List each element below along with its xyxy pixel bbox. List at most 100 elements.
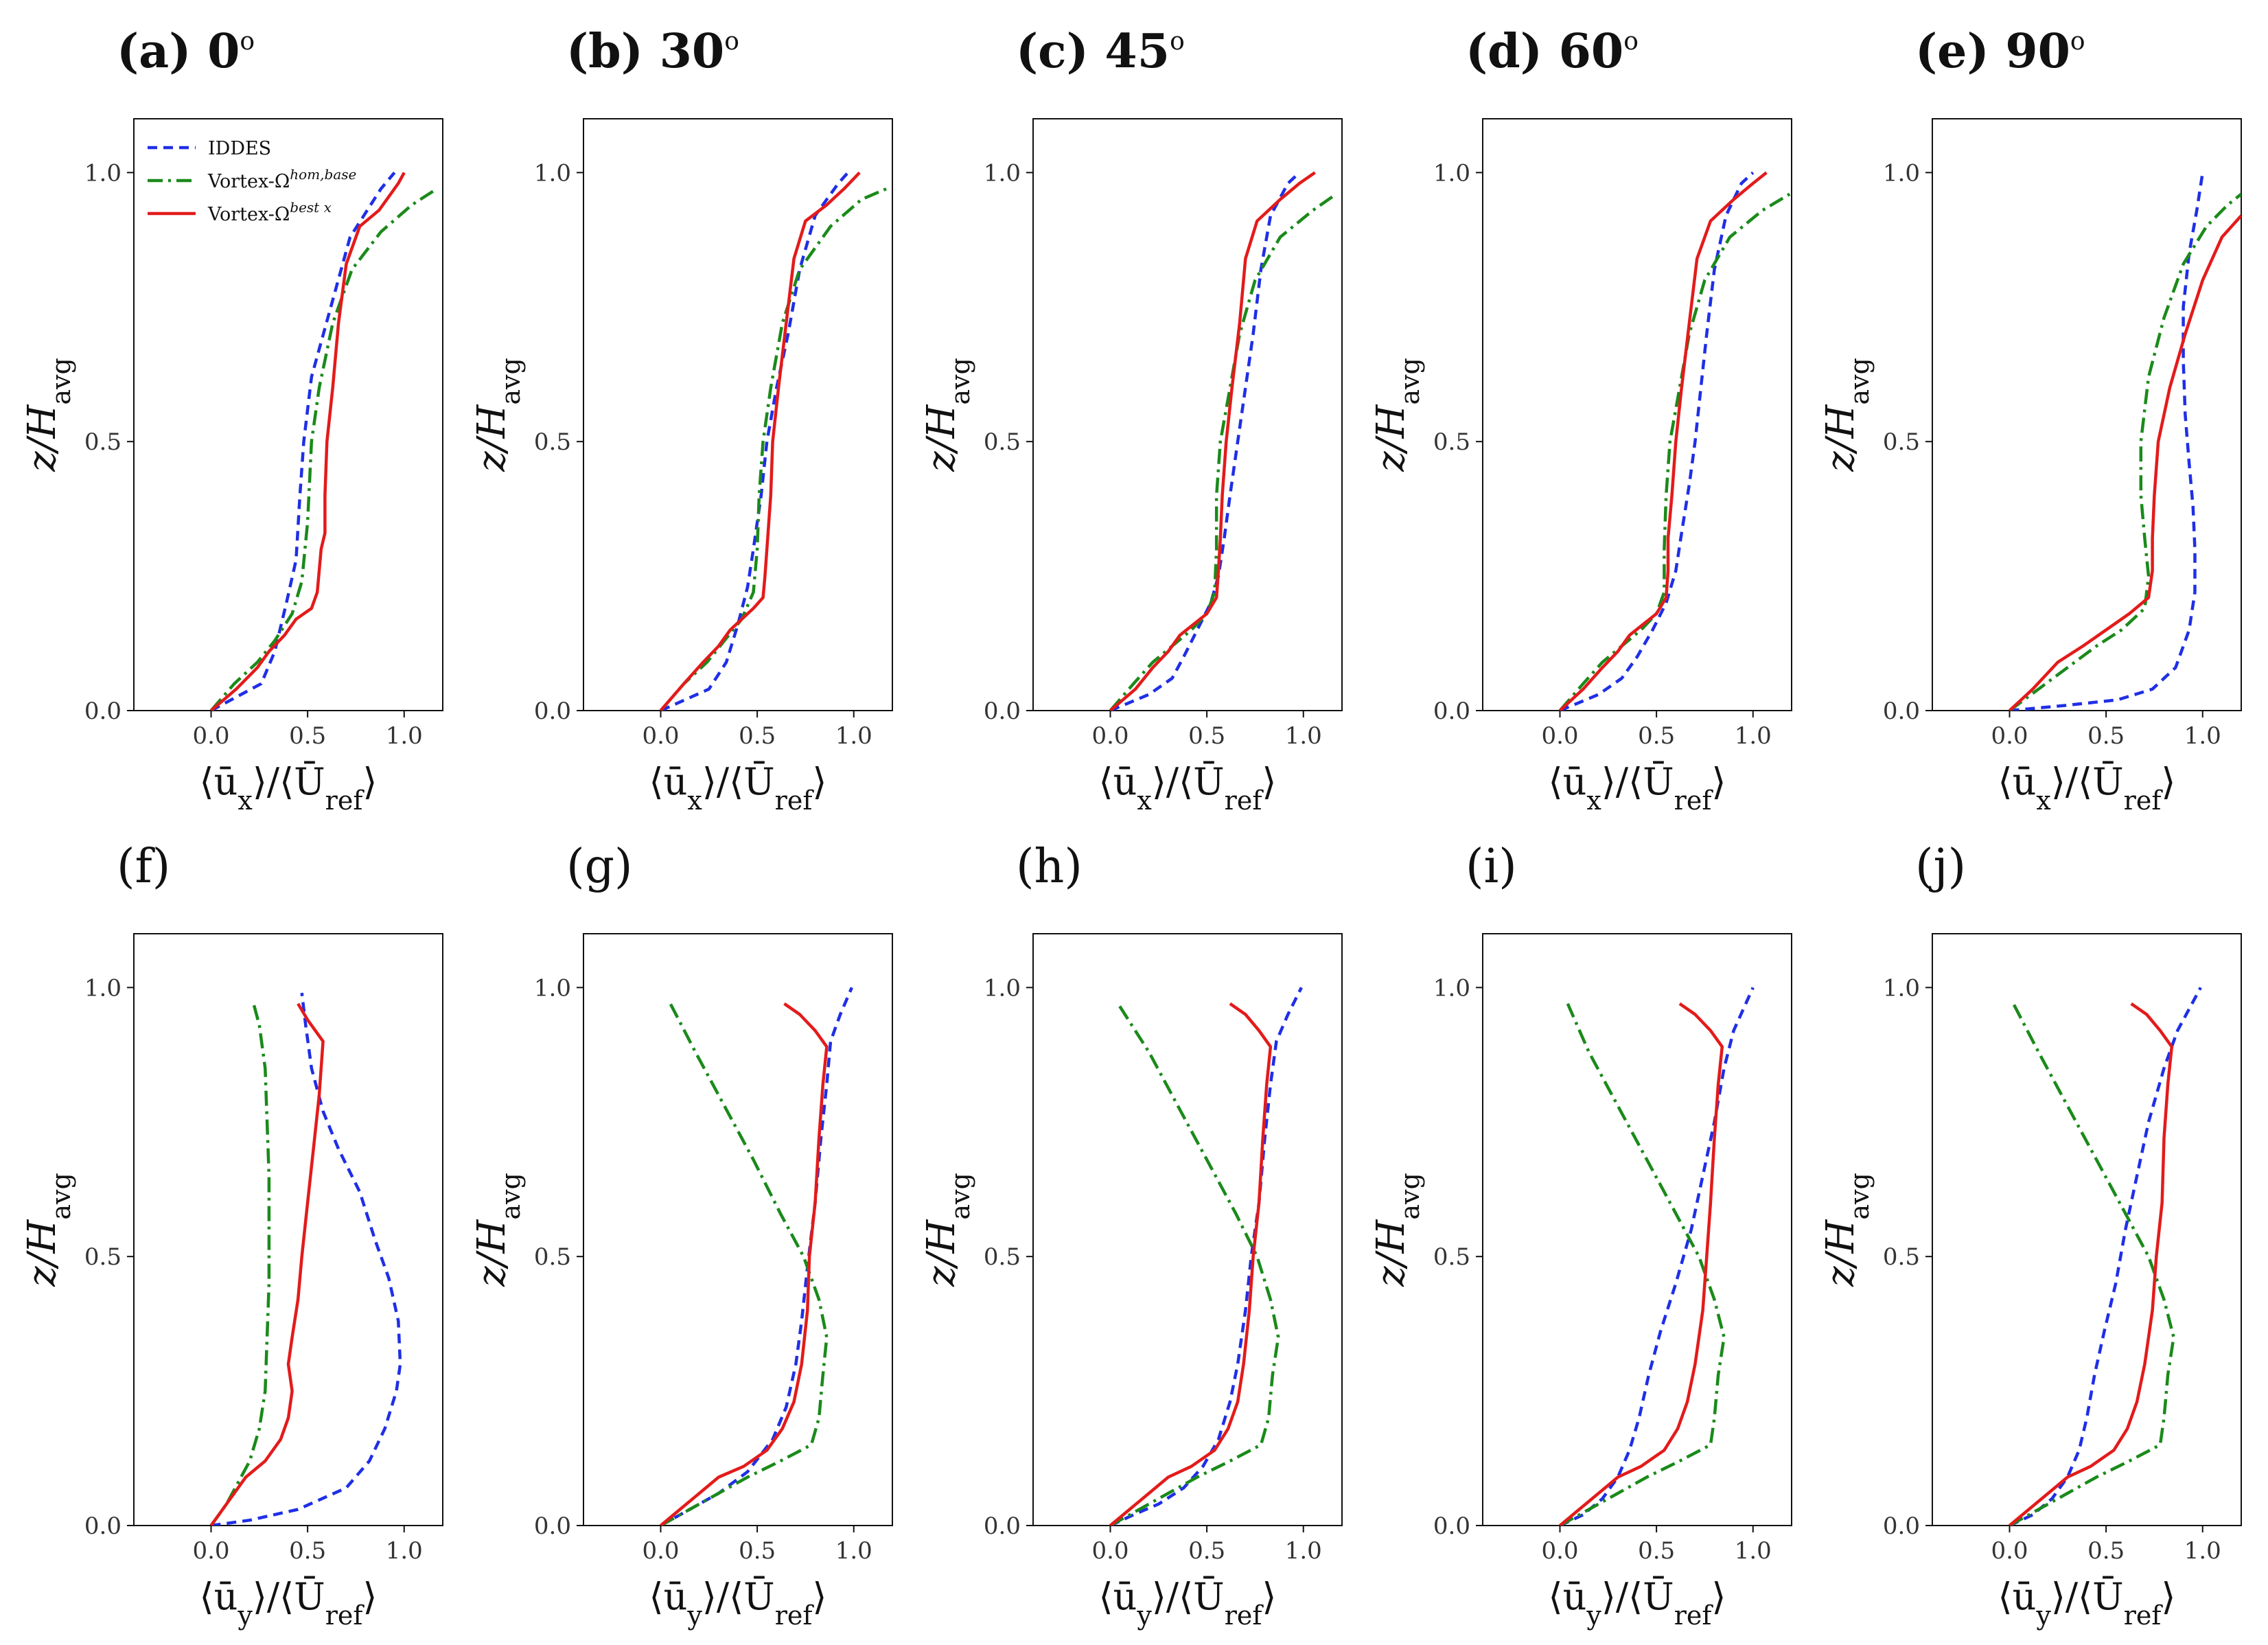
x-tick-label: 0.5 — [289, 722, 326, 750]
y-tick-label: 1.0 — [84, 974, 121, 1002]
y-tick-label: 1.0 — [1883, 159, 1920, 187]
xlabel-sub: ref — [2124, 785, 2164, 816]
y-tick-label: 0.0 — [534, 1512, 571, 1540]
xlabel-sub: ref — [775, 785, 815, 816]
xlabel-part: ⟩ — [2161, 1575, 2175, 1618]
series-line-iddes — [1109, 171, 1301, 711]
plot-frame — [1032, 933, 1343, 1526]
y-tick-label: 0.5 — [984, 428, 1021, 456]
panel-title: (f) — [117, 840, 170, 894]
series-line-hom-base — [209, 187, 438, 711]
ylabel-sub: avg — [496, 1173, 526, 1219]
y-tick-label: 0.5 — [1883, 1243, 1920, 1271]
x-tick-label: 0.0 — [642, 722, 679, 750]
ylabel-main: z/H — [1818, 404, 1863, 472]
x-axis-label: ⟨ūy⟩/⟨Ūref⟩ — [649, 1575, 827, 1631]
xlabel-part: ⟩ — [812, 760, 826, 803]
x-tick-label: 0.5 — [1638, 722, 1675, 750]
panel-title-degree: o — [1170, 27, 1185, 56]
series-group — [2008, 172, 2241, 711]
ylabel-sub: avg — [1844, 1173, 1875, 1219]
xlabel-part: ⟨ū — [1549, 760, 1587, 803]
y-tick-label: 0.0 — [84, 698, 121, 725]
y-axis-label: z/Havg — [1818, 1173, 1875, 1287]
x-tick-label: 1.0 — [1735, 722, 1772, 750]
x-tick-label: 0.0 — [192, 1537, 229, 1565]
panel-i: (i) 0.0 0.5 1.0 0.0 0.5 1.0 ⟨ūy⟩/⟨Ūref⟩ z/Havg — [1369, 840, 1792, 1631]
panel-title: (c) 45o — [1016, 24, 1185, 79]
panel-title: (a) 0o — [117, 24, 255, 79]
xlabel-part: ⟨ū — [1099, 760, 1137, 803]
y-axis-label: z/Havg — [20, 1173, 76, 1287]
series-line-hom-base — [1109, 1002, 1280, 1526]
ylabel-main: z/H — [1369, 1219, 1413, 1287]
y-tick-label: 0.5 — [84, 1243, 121, 1271]
ylabel-main: z/H — [20, 1219, 65, 1287]
xlabel-part: ⟩ — [1262, 760, 1276, 803]
xlabel-part: ⟩/⟨Ū — [253, 760, 325, 803]
x-tick-label: 0.0 — [1541, 1537, 1578, 1565]
series-group — [1558, 171, 1791, 711]
y-tick-label: 1.0 — [84, 159, 121, 187]
panel-b: (b) 30o 0.0 0.5 1.0 0.0 0.5 1.0 ⟨ūx⟩/⟨Ūref⟩ z/Ha… — [470, 24, 893, 816]
xlabel-sub: x — [687, 785, 702, 816]
legend-label-0: IDDES — [208, 138, 271, 159]
xlabel-sub: ref — [325, 785, 365, 816]
panel-j: (j) 0.0 0.5 1.0 0.0 0.5 1.0 ⟨ūy⟩/⟨Ūref⟩ z/Havg — [1818, 840, 2242, 1631]
panel-c: (c) 45o 0.0 0.5 1.0 0.0 0.5 1.0 ⟨ūx⟩/⟨Ūref⟩ z/Ha… — [919, 24, 1343, 816]
xlabel-part: ⟩/⟨Ū — [2051, 760, 2124, 803]
series-line-iddes — [1559, 987, 1755, 1526]
x-tick-label: 0.5 — [2087, 1537, 2125, 1565]
y-axis-label: z/Havg — [919, 358, 975, 472]
xlabel-part: ⟩ — [362, 760, 377, 803]
x-tick-label: 1.0 — [386, 1537, 423, 1565]
xlabel-sub: ref — [1674, 785, 1714, 816]
xlabel-part: ⟩ — [362, 1575, 377, 1618]
y-tick-label: 1.0 — [1433, 974, 1470, 1002]
x-tick-label: 0.0 — [1091, 1537, 1129, 1565]
series-line-iddes — [2009, 172, 2205, 711]
xlabel-part: ⟩/⟨Ū — [1601, 760, 1674, 803]
panel-e: (e) 90o 0.0 0.5 1.0 0.0 0.5 1.0 ⟨ūx⟩/⟨Ūref⟩ z/Ha… — [1818, 24, 2242, 816]
y-tick-label: 0.0 — [1883, 698, 1920, 725]
x-axis-label: ⟨ūx⟩/⟨Ūref⟩ — [1998, 760, 2176, 816]
x-tick-label: 1.0 — [835, 1537, 872, 1565]
xlabel-part: ⟩/⟨Ū — [2051, 1575, 2124, 1618]
xlabel-sub: ref — [1674, 1600, 1714, 1631]
xlabel-sub: ref — [325, 1600, 365, 1631]
series-line-iddes — [210, 171, 396, 711]
xlabel-part: ⟩ — [2161, 760, 2175, 803]
y-tick-label: 1.0 — [1433, 159, 1470, 187]
x-tick-label: 1.0 — [386, 722, 423, 750]
series-group — [1109, 987, 1303, 1526]
x-tick-label: 0.5 — [289, 1537, 326, 1565]
series-line-best-x — [209, 1002, 325, 1526]
x-tick-label: 1.0 — [2184, 722, 2221, 750]
xlabel-sub: x — [1586, 785, 1601, 816]
x-tick-label: 0.0 — [1991, 722, 2028, 750]
series-line-hom-base — [209, 1003, 271, 1526]
panel-title: (g) — [566, 840, 633, 894]
ylabel-main: z/H — [20, 404, 65, 472]
ylabel-sub: avg — [46, 358, 76, 404]
plot-frame — [133, 933, 443, 1526]
xlabel-part: ⟩/⟨Ū — [1601, 1575, 1674, 1618]
x-tick-label: 1.0 — [2184, 1537, 2221, 1565]
xlabel-part: ⟨ū — [1549, 1575, 1587, 1618]
x-axis-label: ⟨ūx⟩/⟨Ūref⟩ — [649, 760, 827, 816]
ylabel-main: z/H — [470, 1219, 514, 1287]
series-line-best-x — [660, 1002, 829, 1526]
series-line-hom-base — [2009, 192, 2241, 711]
xlabel-part: ⟩/⟨Ū — [1152, 760, 1225, 803]
xlabel-part: ⟩/⟨Ū — [1152, 1575, 1225, 1618]
x-tick-label: 0.0 — [642, 1537, 679, 1565]
x-tick-label: 0.5 — [2087, 722, 2125, 750]
y-tick-label: 0.5 — [84, 428, 121, 456]
xlabel-part: ⟨ū — [649, 1575, 688, 1618]
x-tick-label: 0.0 — [192, 722, 229, 750]
xlabel-sub: x — [1137, 785, 1151, 816]
series-line-best-x — [1559, 1002, 1724, 1526]
x-tick-label: 0.5 — [739, 1537, 776, 1565]
xlabel-sub: y — [237, 1600, 253, 1631]
